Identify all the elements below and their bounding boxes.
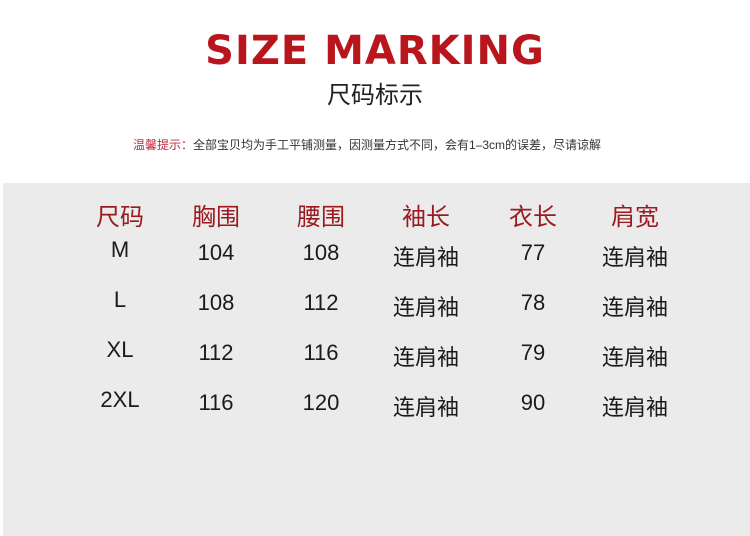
notice-label: 温馨提示： — [133, 138, 194, 152]
header-size: 尺码 — [96, 204, 144, 231]
cell-sleeve: 连肩袖 — [392, 345, 459, 370]
cell-chest: 108 — [197, 290, 235, 315]
cell-waist: 120 — [302, 390, 340, 415]
cell-chest: 112 — [198, 340, 234, 365]
cell-sleeve: 连肩袖 — [392, 295, 459, 320]
page-title: SIZE MARKING — [205, 28, 545, 74]
header-waist: 腰围 — [297, 204, 345, 231]
cell-shoulder: 连肩袖 — [601, 345, 668, 370]
size-table-panel — [3, 183, 750, 536]
cell-length: 90 — [520, 390, 546, 415]
cell-waist: 112 — [303, 290, 339, 315]
header-length: 衣长 — [509, 204, 557, 231]
cell-chest: 104 — [197, 240, 235, 265]
cell-waist: 108 — [302, 240, 340, 265]
header-chest: 胸围 — [192, 204, 240, 231]
cell-length: 79 — [520, 340, 546, 365]
cell-size: L — [113, 287, 127, 312]
cell-shoulder: 连肩袖 — [601, 395, 668, 420]
cell-chest: 116 — [198, 390, 234, 415]
cell-shoulder: 连肩袖 — [601, 295, 668, 320]
notice-text: 全部宝贝均为手工平铺测量，因测量方式不同，会有1–3cm的误差，尽请谅解 — [193, 138, 602, 152]
measurement-notice: 温馨提示：全部宝贝均为手工平铺测量，因测量方式不同，会有1–3cm的误差，尽请谅… — [133, 136, 601, 153]
cell-size: XL — [106, 337, 134, 362]
page-subtitle: 尺码标示 — [327, 82, 423, 109]
cell-length: 77 — [520, 240, 546, 265]
cell-size: 2XL — [100, 387, 140, 412]
cell-shoulder: 连肩袖 — [601, 245, 668, 270]
header-shoulder: 肩宽 — [611, 204, 659, 231]
cell-length: 78 — [520, 290, 546, 315]
header-sleeve: 袖长 — [402, 204, 450, 231]
cell-waist: 116 — [303, 340, 339, 365]
cell-sleeve: 连肩袖 — [392, 395, 459, 420]
cell-sleeve: 连肩袖 — [392, 245, 459, 270]
cell-size: M — [110, 237, 130, 262]
